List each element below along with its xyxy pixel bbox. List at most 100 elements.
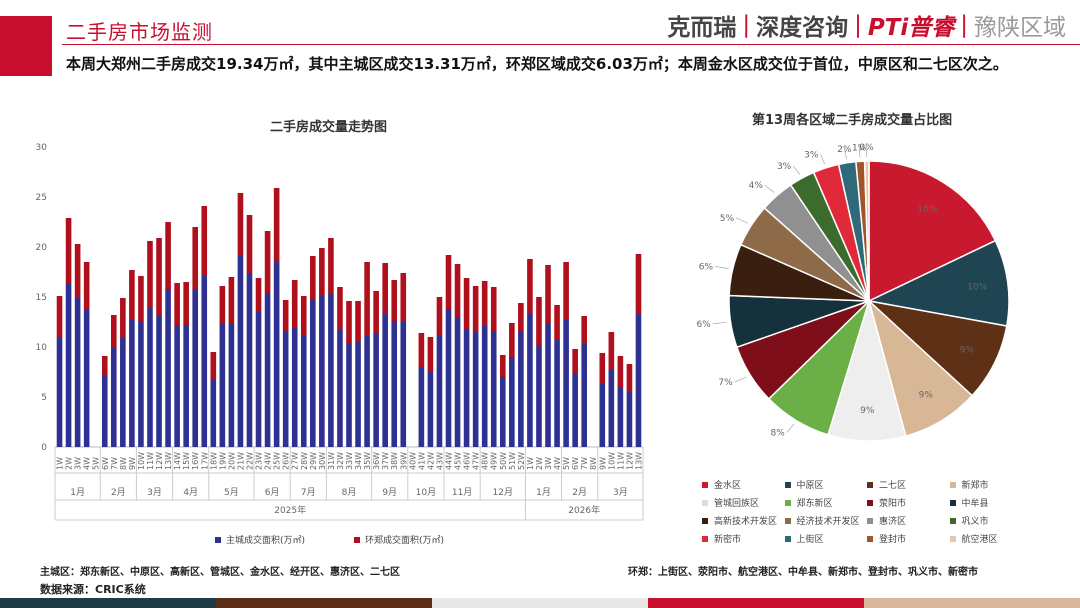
x-tick-label: 29W (309, 452, 318, 470)
bar-main-city (499, 377, 506, 447)
bar-outer-ring (192, 227, 199, 289)
bar-main-city (445, 309, 452, 447)
brand-separator: | (960, 12, 968, 38)
bar-outer-ring (490, 287, 497, 331)
bar-main-city (328, 294, 334, 447)
bar-main-city (246, 273, 253, 447)
x-tick-label: 42W (426, 452, 435, 470)
bar-main-city (490, 331, 497, 447)
bar-main-city (373, 334, 379, 447)
pie-legend-item: 巩义市 (949, 514, 1033, 527)
bar-main-city (156, 315, 162, 447)
bar-main-city (210, 380, 217, 447)
pie-legend-swatch (867, 517, 873, 524)
bar-main-city (201, 276, 208, 447)
pie-legend-item: 惠济区 (867, 514, 950, 527)
x-tick-label: 5W (562, 457, 571, 470)
year-label: 2025年 (274, 504, 306, 516)
year-label: 2026年 (568, 504, 600, 516)
bar-main-city (463, 329, 470, 447)
x-tick-label: 21W (236, 452, 245, 470)
x-tick-label: 32W (336, 452, 345, 470)
bar-main-city (436, 335, 443, 447)
pie-legend-label: 荥阳市 (879, 499, 907, 509)
x-tick-label: 14W (173, 452, 182, 470)
bar-main-city (129, 320, 135, 447)
pie-data-label: 7% (718, 378, 733, 388)
pie-legend-item: 上街区 (784, 532, 868, 545)
bar-main-city (300, 335, 307, 447)
x-tick-label: 10W (137, 452, 146, 470)
bar-outer-ring (201, 206, 208, 276)
pie-legend-item: 中原区 (784, 478, 868, 491)
pie-leader-line (786, 423, 795, 433)
pie-leader-line (735, 217, 748, 224)
pie-slice (866, 239, 1010, 327)
y-tick-label: 0 (41, 443, 47, 453)
pie-leader-line (764, 184, 775, 193)
pie-legend: 金水区 中原区 二七区 新郑市 管城回族区 郑东新区 荥阳市 中牟县 高新技术开发区 经济技术开发… (702, 478, 1032, 545)
y-tick-label: 15 (36, 293, 47, 303)
bar-outer-ring (174, 283, 180, 325)
bar-main-city (65, 283, 72, 447)
x-tick-label: 20W (227, 452, 236, 470)
bar-outer-ring (427, 337, 434, 372)
bar-main-city (418, 367, 425, 447)
month-label: 1月 (536, 487, 551, 498)
month-label: 5月 (224, 487, 239, 498)
bar-main-city (237, 255, 244, 447)
bar-outer-ring (626, 364, 633, 392)
bar-main-city (83, 310, 90, 447)
bar-main-city (228, 323, 235, 447)
x-tick-label: 11W (146, 452, 155, 470)
x-tick-label: 13W (164, 452, 173, 470)
y-tick-label: 30 (36, 143, 48, 153)
band-segment (0, 598, 216, 608)
x-tick-label: 1W (526, 457, 535, 470)
x-tick-label: 8W (589, 457, 598, 470)
pie-legend-swatch (702, 517, 708, 524)
pie-legend-swatch (702, 499, 708, 506)
x-tick-label: 12W (625, 452, 634, 470)
pie-data-label: 3% (804, 150, 819, 160)
pie-legend-item: 新郑市 (949, 478, 1033, 491)
pie-legend-label: 中牟县 (961, 499, 989, 509)
brand-separator: | (854, 12, 862, 38)
pie-legend-item: 经济技术开发区 (784, 514, 868, 527)
bar-main-city (608, 370, 615, 447)
bar-outer-ring (391, 280, 398, 321)
pie-legend-swatch (867, 499, 873, 506)
pie-legend-label: 郑东新区 (796, 499, 833, 509)
bar-main-city (599, 383, 606, 447)
x-tick-label: 8W (119, 457, 128, 470)
band-segment (432, 598, 648, 608)
pie-data-label: 8% (771, 429, 786, 439)
bar-outer-ring (554, 305, 560, 340)
pie-legend-swatch (784, 517, 791, 524)
pie-legend-label: 新郑市 (961, 481, 989, 491)
x-tick-label: 48W (481, 452, 490, 470)
bar-main-city (554, 340, 560, 447)
x-tick-label: 4W (553, 457, 562, 470)
bar-outer-ring (518, 303, 524, 331)
bar-outer-ring (183, 282, 189, 325)
x-tick-label: 3W (544, 457, 553, 470)
pie-legend-label: 管城回族区 (714, 499, 760, 509)
bar-main-city (518, 331, 524, 447)
x-tick-label: 50W (499, 452, 508, 470)
bar-main-city (255, 312, 262, 447)
bar-main-city (635, 314, 642, 447)
pie-legend-item: 新密市 (702, 532, 785, 545)
band-segment (864, 598, 1080, 608)
footer-main-city: 主城区：郑东新区、中原区、高新区、管城区、金水区、经开区、惠济区、二七区 (40, 567, 400, 578)
pie-data-label: 9% (860, 406, 875, 416)
pie-legend-swatch (702, 481, 708, 488)
x-tick-label: 25W (273, 452, 282, 470)
bar-main-city (563, 320, 569, 447)
brand-cric: 克而瑞 (667, 15, 737, 41)
pie-data-label: 5% (720, 214, 735, 224)
pie-leader-line (712, 321, 727, 325)
pie-legend-item: 荥阳市 (867, 496, 950, 509)
bar-outer-ring (156, 238, 162, 315)
bar-main-city (364, 336, 370, 447)
